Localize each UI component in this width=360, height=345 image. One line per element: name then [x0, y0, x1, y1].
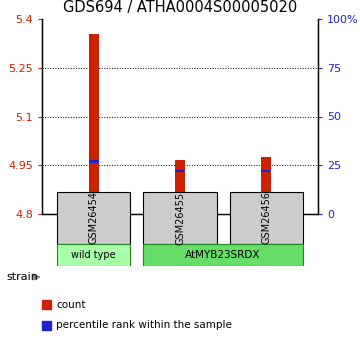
Bar — [143, 244, 303, 266]
Text: GSM26456: GSM26456 — [261, 191, 271, 245]
Text: wild type: wild type — [71, 250, 116, 260]
Bar — [89, 33, 99, 214]
Text: strain: strain — [6, 272, 39, 282]
Bar — [175, 170, 185, 172]
Bar — [261, 157, 271, 214]
Bar — [89, 160, 99, 162]
Bar — [261, 170, 271, 172]
Text: count: count — [57, 299, 86, 309]
Bar — [57, 192, 130, 244]
Bar — [143, 192, 217, 244]
Text: GSM26454: GSM26454 — [89, 191, 99, 245]
Bar — [57, 244, 130, 266]
Bar — [175, 160, 185, 214]
Bar — [230, 192, 303, 244]
Text: percentile rank within the sample: percentile rank within the sample — [57, 321, 232, 331]
Text: AtMYB23SRDX: AtMYB23SRDX — [185, 250, 261, 260]
Text: GSM26455: GSM26455 — [175, 191, 185, 245]
Title: GDS694 / ATHA0004S00005020: GDS694 / ATHA0004S00005020 — [63, 0, 297, 15]
